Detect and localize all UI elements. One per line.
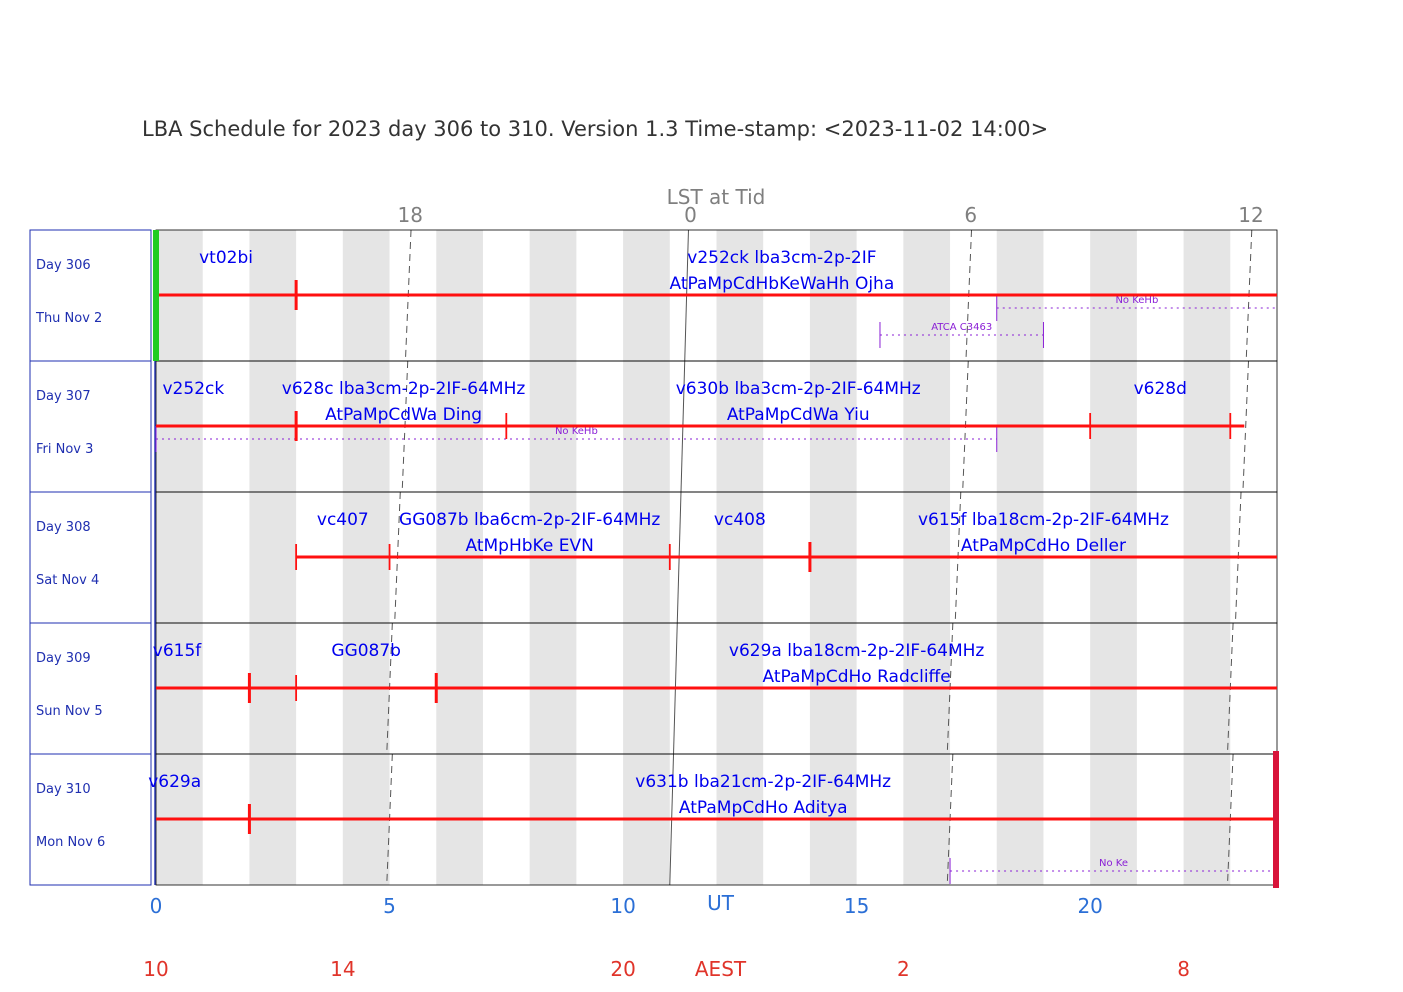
labels: Day 306 Thu Nov 2 Day 307 Fri Nov 3 Day 308 S… [35,248,1187,850]
bars [153,230,1279,888]
ut-tick-label: 5 [383,894,396,918]
project-label: GG087b [331,641,401,661]
day-label-box [29,360,152,493]
project-label: v629a [148,772,201,792]
lst-tick-label: 12 [1238,203,1263,227]
ut-tick-label: 10 [610,894,635,918]
aest-axis-title: AEST [695,957,747,981]
project-label: AtPaMpCdWa Yiu [727,405,870,425]
day-number-label: Day 306 [36,258,91,273]
project-label: v615f lba18cm-2p-2IF-64MHz [918,510,1169,530]
aest-tick-label: 10 [143,957,168,981]
project-label: AtPaMpCdHo Aditya [679,798,848,818]
aest-tick-label: 20 [610,957,635,981]
day-number-label: Day 308 [36,520,91,535]
day-number-label: Day 310 [36,782,91,797]
ut-tick-label: 0 [150,894,163,918]
lst-tick-label: 18 [397,203,422,227]
chart-title: LBA Schedule for 2023 day 306 to 310. Ve… [142,117,1048,141]
project-label: AtPaMpCdHbKeWaHh Ojha [670,274,895,294]
note-label: ATCA C3463 [931,322,992,333]
project-label: vc407 [317,510,369,530]
shade-stripe [249,230,297,885]
aest-tick-label: 14 [330,957,355,981]
day-number-label: Day 309 [36,651,91,666]
aest-tick-label: 8 [1177,957,1190,981]
project-label: v252ck lba3cm-2p-2IF [687,248,876,268]
shade-stripe [156,230,203,885]
lst-tick-label: 6 [964,203,977,227]
project-label: v630b lba3cm-2p-2IF-64MHz [676,379,921,399]
day-number-label: Day 307 [36,389,91,404]
day-label-box [29,622,152,755]
project-label: AtPaMpCdWa Ding [325,405,482,425]
note-label: No KeHb [555,426,598,437]
project-label: v252ck [163,379,225,399]
project-label: AtMpHbKe EVN [466,536,594,556]
aest-tick-label: 2 [897,957,910,981]
day-label-box [29,753,152,886]
lst-tick-label: 0 [684,203,697,227]
axes: LST at Tid 18 0 6 12 0 5 10 15 20 UT 10 14 20 2 8 AEST [143,185,1263,981]
lst-dashed-line [1242,360,1250,493]
day-label-box [29,229,152,362]
note-label: No Ke [1099,858,1128,869]
day-date-label: Sat Nov 4 [36,573,99,588]
project-label: GG087b lba6cm-2p-2IF-64MHz [399,510,660,530]
project-label: v628d [1134,379,1187,399]
notes: No KeHb ATCA C3463 No KeHb No Ke [155,295,1277,884]
ut-tick-label: 15 [844,894,869,918]
day-date-label: Fri Nov 3 [36,442,93,457]
project-label: vt02bi [199,248,253,268]
ut-tick-label: 20 [1077,894,1102,918]
project-label: v629a lba18cm-2p-2IF-64MHz [729,641,985,661]
day-date-label: Thu Nov 2 [35,311,102,326]
project-label: vc408 [714,510,766,530]
day-date-label: Mon Nov 6 [36,835,105,850]
project-label: AtPaMpCdHo Radcliffe [763,667,951,687]
project-label: v628c lba3cm-2p-2IF-64MHz [282,379,526,399]
ut-axis-title: UT [707,891,735,915]
project-label: AtPaMpCdHo Deller [961,536,1126,556]
note-label: No KeHb [1115,295,1158,306]
day-label-box [29,491,152,624]
lst-axis-title: LST at Tid [667,185,766,209]
project-label: v631b lba21cm-2p-2IF-64MHz [635,772,891,792]
day-date-label: Sun Nov 5 [36,704,103,719]
project-label: v615f [153,641,203,661]
